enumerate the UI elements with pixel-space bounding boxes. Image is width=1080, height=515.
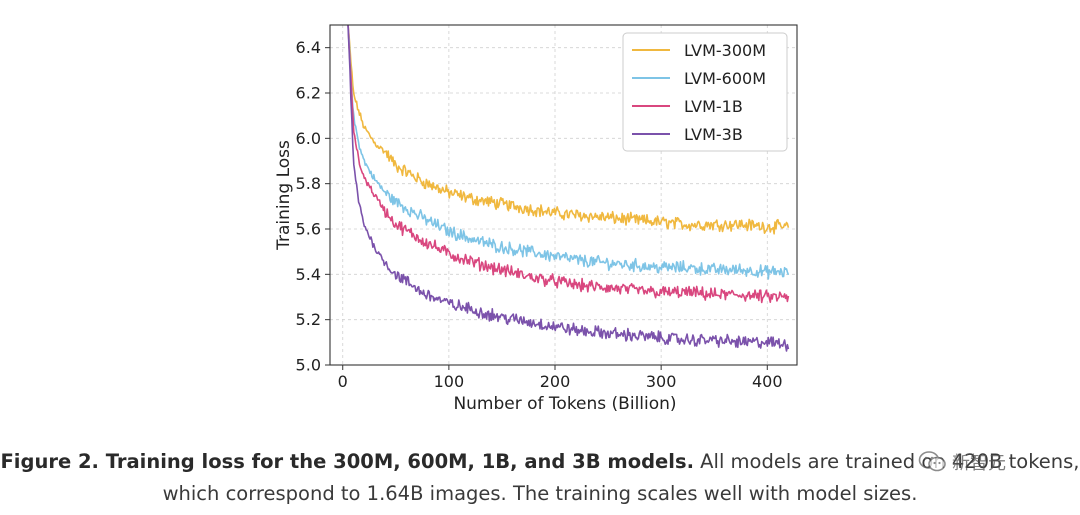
series-line-lvm-1b [347,25,790,304]
figure-caption: Figure 2. Training loss for the 300M, 60… [0,446,1080,510]
y-tick-label: 5.0 [296,356,321,375]
caption-line-2: which correspond to 1.64B images. The tr… [162,482,918,505]
legend-label: LVM-600M [684,69,766,88]
legend-label: LVM-1B [684,97,743,116]
y-axis-label: Training Loss [274,140,294,251]
x-tick-label: 100 [434,372,465,391]
loss-chart: 0 100 200 300 400 5.0 5.2 5.4 5.6 5.8 6.0 6.2 6.4 Nu… [274,24,798,414]
x-tick-label: 0 [338,372,348,391]
caption-bold: Figure 2. Training loss for the 300M, 60… [0,450,694,473]
legend-label: LVM-3B [684,125,743,144]
y-tick-label: 6.4 [296,38,321,57]
y-tick-label: 5.2 [296,310,321,329]
series-lines [347,25,790,352]
x-tick-label: 400 [752,372,783,391]
legend-box [622,32,788,152]
caption-line-1-rest: All models are trained on 420B tokens, [693,450,1080,473]
y-tick-label: 5.4 [296,265,321,284]
caption-line-1: Figure 2. Training loss for the 300M, 60… [0,446,1080,478]
series-line-lvm-300m [347,25,790,235]
axis-ticks: 0 100 200 300 400 5.0 5.2 5.4 5.6 5.8 6.0 6.2 6.4 [296,38,783,391]
y-tick-label: 6.0 [296,129,321,148]
wechat-icon [918,451,946,472]
x-axis-label: Number of Tokens (Billion) [453,394,676,414]
y-tick-label: 6.2 [296,84,321,103]
legend-label: LVM-300M [684,41,766,60]
series-line-lvm-600m [347,25,790,280]
series-line-lvm-3b [347,25,790,352]
legend: LVM-300M LVM-600M LVM-1B LVM-3B [622,32,788,152]
watermark-text: 新智元 [952,453,1006,474]
y-tick-label: 5.6 [296,220,321,239]
y-tick-label: 5.8 [296,174,321,193]
x-tick-label: 300 [646,372,677,391]
watermark: 新智元 [918,449,1006,475]
plot-frame [329,24,798,366]
x-tick-label: 200 [540,372,571,391]
